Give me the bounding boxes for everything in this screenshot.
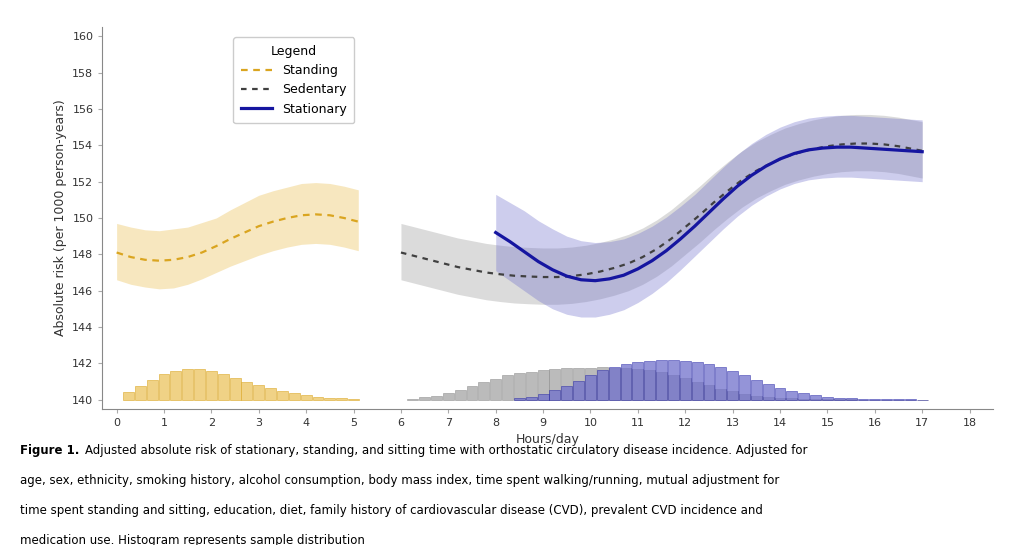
Bar xyxy=(538,370,549,399)
Bar xyxy=(408,398,418,399)
Bar xyxy=(727,391,738,399)
Bar xyxy=(763,384,774,399)
Bar xyxy=(774,398,785,399)
Bar xyxy=(668,360,679,399)
Bar xyxy=(810,395,821,399)
Bar xyxy=(336,398,347,399)
Bar xyxy=(621,368,632,399)
Bar xyxy=(656,372,667,399)
Bar xyxy=(739,393,750,399)
Bar xyxy=(716,389,726,399)
Bar xyxy=(229,378,241,399)
Bar xyxy=(218,374,228,399)
Bar xyxy=(502,376,513,399)
Bar xyxy=(739,375,750,399)
Bar xyxy=(278,391,288,399)
Bar xyxy=(691,362,702,399)
Bar xyxy=(550,369,560,399)
Bar xyxy=(799,393,809,399)
Bar xyxy=(727,371,738,399)
Bar xyxy=(703,364,715,399)
Bar xyxy=(608,367,620,399)
Bar xyxy=(751,379,762,399)
Bar xyxy=(538,394,549,399)
Bar xyxy=(442,393,454,399)
Bar xyxy=(585,368,596,399)
Bar xyxy=(774,387,785,399)
Bar xyxy=(550,390,560,399)
Bar xyxy=(822,397,833,399)
Text: Figure 1.: Figure 1. xyxy=(20,444,80,457)
Bar xyxy=(763,397,774,399)
Bar xyxy=(206,371,217,399)
Bar xyxy=(656,360,667,399)
Bar xyxy=(312,397,324,399)
Bar xyxy=(419,397,430,399)
Bar xyxy=(135,386,145,399)
Bar xyxy=(561,368,572,399)
Bar xyxy=(680,361,691,399)
Bar xyxy=(597,370,608,399)
Bar xyxy=(478,382,489,399)
Legend: Standing, Sedentary, Stationary: Standing, Sedentary, Stationary xyxy=(233,37,354,123)
Bar xyxy=(289,393,300,399)
Bar xyxy=(431,396,442,399)
Bar xyxy=(680,378,691,399)
Bar xyxy=(668,374,679,399)
Text: medication use. Histogram represents sample distribution: medication use. Histogram represents sam… xyxy=(20,534,366,545)
Bar xyxy=(265,389,276,399)
Bar xyxy=(195,369,205,399)
Text: Adjusted absolute risk of stationary, standing, and sitting time with orthostati: Adjusted absolute risk of stationary, st… xyxy=(85,444,808,457)
X-axis label: Hours/day: Hours/day xyxy=(516,433,580,446)
Bar xyxy=(182,369,194,399)
Bar xyxy=(608,368,620,399)
Bar xyxy=(846,398,856,399)
Bar xyxy=(525,372,537,399)
Bar xyxy=(573,380,584,399)
Bar xyxy=(621,364,632,399)
Bar xyxy=(716,367,726,399)
Bar xyxy=(242,382,252,399)
Bar xyxy=(691,382,702,399)
Bar xyxy=(467,386,477,399)
Bar xyxy=(525,397,537,399)
Bar xyxy=(301,395,311,399)
Bar xyxy=(325,398,335,399)
Text: age, sex, ethnicity, smoking history, alcohol consumption, body mass index, time: age, sex, ethnicity, smoking history, al… xyxy=(20,474,780,487)
Bar xyxy=(514,373,525,399)
Bar xyxy=(786,398,798,399)
Bar xyxy=(170,371,181,399)
Bar xyxy=(644,361,655,399)
Bar xyxy=(490,379,501,399)
Bar xyxy=(561,386,572,399)
Bar xyxy=(633,362,643,399)
Bar xyxy=(585,375,596,399)
Bar xyxy=(514,398,525,399)
Bar xyxy=(633,369,643,399)
Bar xyxy=(146,379,158,399)
Bar xyxy=(253,385,264,399)
Bar xyxy=(703,385,715,399)
Bar xyxy=(455,390,466,399)
Bar xyxy=(751,396,762,399)
Bar xyxy=(159,374,169,399)
Bar xyxy=(123,392,134,399)
Y-axis label: Absolute risk (per 1000 person-years): Absolute risk (per 1000 person-years) xyxy=(53,100,67,336)
Text: time spent standing and sitting, education, diet, family history of cardiovascul: time spent standing and sitting, educati… xyxy=(20,504,763,517)
Bar xyxy=(597,367,608,399)
Bar xyxy=(786,391,798,399)
Bar xyxy=(573,368,584,399)
Bar xyxy=(644,370,655,399)
Bar xyxy=(834,398,845,399)
